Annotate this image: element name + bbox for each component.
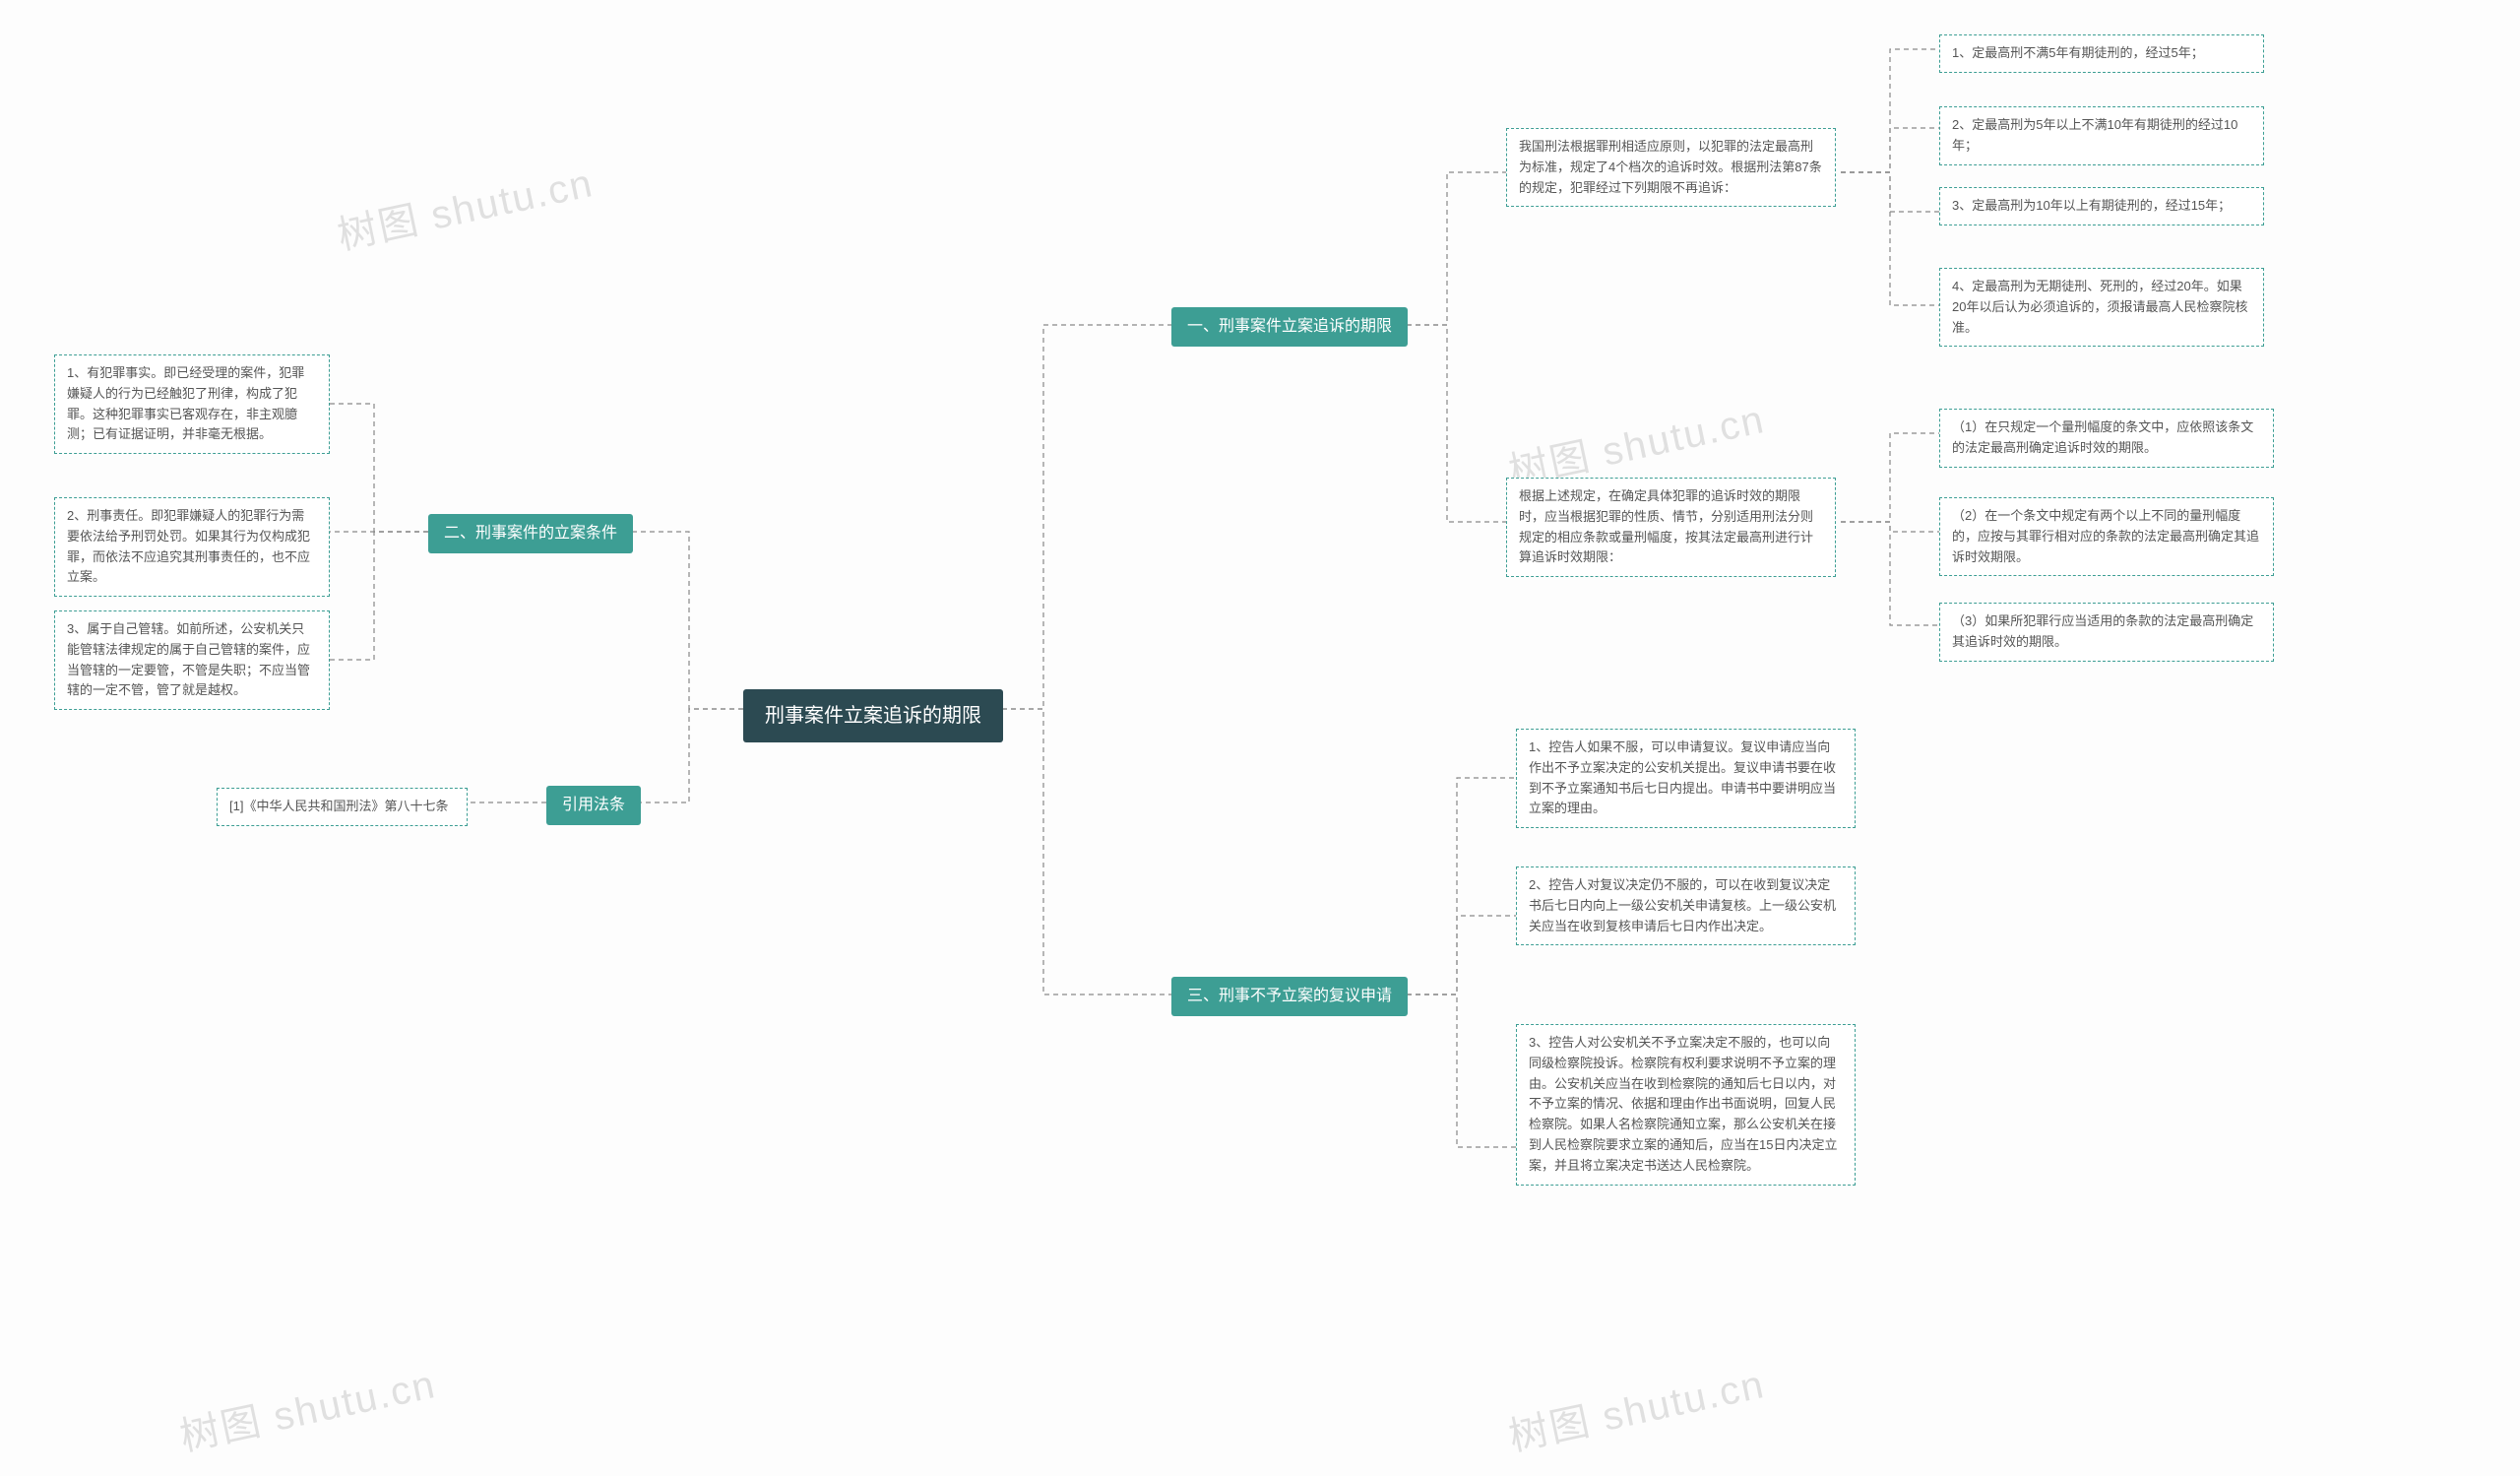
- root-node: 刑事案件立案追诉的期限: [743, 689, 1003, 742]
- sub-node-calc: 根据上述规定，在确定具体犯罪的追诉时效的期限时，应当根据犯罪的性质、情节，分别适…: [1506, 478, 1836, 577]
- leaf-item: 4、定最高刑为无期徒刑、死刑的，经过20年。如果20年以后认为必须追诉的，须报请…: [1939, 268, 2264, 347]
- branch-conditions: 二、刑事案件的立案条件: [428, 514, 633, 553]
- watermark: 树图 shutu.cn: [332, 151, 598, 261]
- watermark: 树图 shutu.cn: [174, 1352, 441, 1462]
- leaf-item: 1、控告人如果不服，可以申请复议。复议申请应当向作出不予立案决定的公安机关提出。…: [1516, 729, 1856, 828]
- leaf-item: 3、定最高刑为10年以上有期徒刑的，经过15年；: [1939, 187, 2264, 225]
- branch-law-ref: 引用法条: [546, 786, 641, 825]
- leaf-item: 2、定最高刑为5年以上不满10年有期徒刑的经过10年；: [1939, 106, 2264, 165]
- leaf-item: [1]《中华人民共和国刑法》第八十七条: [217, 788, 468, 826]
- leaf-item: 3、属于自己管辖。如前所述，公安机关只能管辖法律规定的属于自己管辖的案件，应当管…: [54, 610, 330, 710]
- leaf-item: （3）如果所犯罪行应当适用的条款的法定最高刑确定其追诉时效的期限。: [1939, 603, 2274, 662]
- branch-review: 三、刑事不予立案的复议申请: [1171, 977, 1408, 1016]
- watermark: 树图 shutu.cn: [1503, 1352, 1770, 1462]
- leaf-item: 1、有犯罪事实。即已经受理的案件，犯罪嫌疑人的行为已经触犯了刑律，构成了犯罪。这…: [54, 354, 330, 454]
- leaf-item: （2）在一个条文中规定有两个以上不同的量刑幅度的，应按与其罪行相对应的条款的法定…: [1939, 497, 2274, 576]
- leaf-item: 3、控告人对公安机关不予立案决定不服的，也可以向同级检察院投诉。检察院有权利要求…: [1516, 1024, 1856, 1186]
- leaf-item: （1）在只规定一个量刑幅度的条文中，应依照该条文的法定最高刑确定追诉时效的期限。: [1939, 409, 2274, 468]
- leaf-item: 2、控告人对复议决定仍不服的，可以在收到复议决定书后七日内向上一级公安机关申请复…: [1516, 866, 1856, 945]
- sub-node-87: 我国刑法根据罪刑相适应原则，以犯罪的法定最高刑为标准，规定了4个档次的追诉时效。…: [1506, 128, 1836, 207]
- leaf-item: 2、刑事责任。即犯罪嫌疑人的犯罪行为需要依法给予刑罚处罚。如果其行为仅构成犯罪，…: [54, 497, 330, 597]
- branch-case-limit: 一、刑事案件立案追诉的期限: [1171, 307, 1408, 347]
- leaf-item: 1、定最高刑不满5年有期徒刑的，经过5年；: [1939, 34, 2264, 73]
